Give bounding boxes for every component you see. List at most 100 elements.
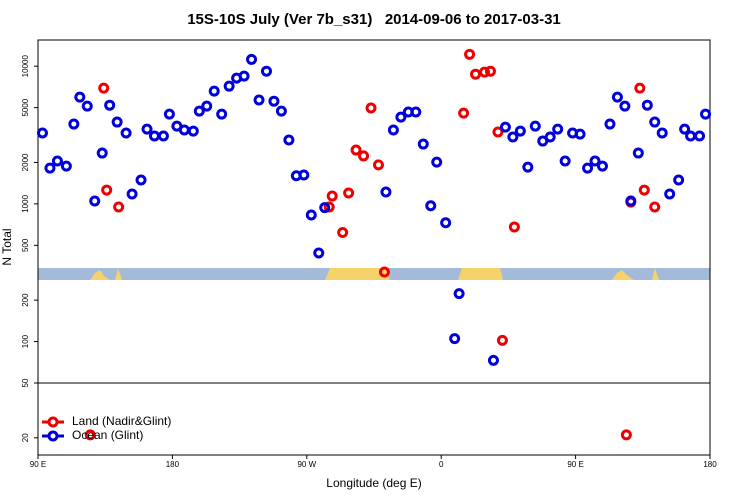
point xyxy=(323,201,335,213)
point xyxy=(193,105,205,117)
point xyxy=(410,106,422,118)
point xyxy=(141,123,153,135)
point xyxy=(84,429,96,441)
point xyxy=(104,99,116,111)
point xyxy=(479,66,491,78)
y-tick-label: 20 xyxy=(21,433,30,442)
point xyxy=(700,108,712,120)
point xyxy=(544,131,556,143)
point xyxy=(298,169,310,181)
point xyxy=(89,195,101,207)
point xyxy=(611,91,623,103)
x-tick-label: 90 E xyxy=(30,460,46,469)
point xyxy=(126,188,138,200)
point xyxy=(522,161,534,173)
point xyxy=(625,195,637,207)
legend-label: Ocean (Glint) xyxy=(72,428,143,442)
y-tick-label: 100 xyxy=(21,334,30,348)
point xyxy=(98,82,110,94)
point xyxy=(238,70,250,82)
point xyxy=(101,184,113,196)
point xyxy=(641,99,653,111)
point xyxy=(253,94,265,106)
point xyxy=(275,105,287,117)
x-tick-label: 90 E xyxy=(567,460,583,469)
point xyxy=(163,108,175,120)
y-tick-label: 5000 xyxy=(21,98,30,116)
point xyxy=(201,100,213,112)
point xyxy=(380,186,392,198)
land-strip xyxy=(90,268,659,280)
point xyxy=(337,226,349,238)
x-tick-label: 90 W xyxy=(297,460,316,469)
x-tick-label: 0 xyxy=(439,460,444,469)
point xyxy=(499,121,511,133)
point xyxy=(372,159,384,171)
point xyxy=(632,147,644,159)
y-tick-label: 500 xyxy=(21,238,30,252)
point xyxy=(74,91,86,103)
y-tick-label: 10000 xyxy=(21,55,30,78)
point xyxy=(246,53,258,65)
point xyxy=(417,138,429,150)
point xyxy=(326,190,338,202)
point xyxy=(529,120,541,132)
point xyxy=(157,130,169,142)
point xyxy=(582,162,594,174)
point xyxy=(673,174,685,186)
point xyxy=(96,147,108,159)
point xyxy=(135,174,147,186)
point xyxy=(358,150,370,162)
y-tick-label: 50 xyxy=(21,378,30,387)
x-tick-label: 180 xyxy=(703,460,717,469)
point xyxy=(187,125,199,137)
point xyxy=(492,126,504,138)
point xyxy=(559,155,571,167)
x-axis-label: Longitude (deg E) xyxy=(326,476,421,490)
point xyxy=(638,184,650,196)
point xyxy=(268,95,280,107)
y-axis-label: N Total xyxy=(0,228,14,265)
point xyxy=(68,118,80,130)
point xyxy=(487,354,499,366)
point xyxy=(574,128,586,140)
point xyxy=(649,116,661,128)
point xyxy=(440,217,452,229)
point xyxy=(604,118,616,130)
point xyxy=(656,127,668,139)
point xyxy=(313,247,325,259)
point xyxy=(216,108,228,120)
map-strip xyxy=(38,268,710,280)
point xyxy=(283,134,295,146)
point xyxy=(596,160,608,172)
point xyxy=(81,100,93,112)
point xyxy=(44,162,56,174)
point xyxy=(305,209,317,221)
point xyxy=(664,188,676,200)
plot-frame xyxy=(37,39,711,456)
point xyxy=(425,200,437,212)
point xyxy=(260,65,272,77)
point xyxy=(484,65,496,77)
point xyxy=(365,102,377,114)
point xyxy=(649,201,661,213)
legend-marker xyxy=(47,416,59,428)
point xyxy=(507,131,519,143)
point xyxy=(387,124,399,136)
point xyxy=(464,48,476,60)
point xyxy=(508,221,520,233)
point xyxy=(619,100,631,112)
legend-marker xyxy=(47,430,59,442)
point xyxy=(60,160,72,172)
y-tick-label: 2000 xyxy=(21,153,30,171)
legend-label: Land (Nadir&Glint) xyxy=(72,414,171,428)
point xyxy=(458,107,470,119)
point xyxy=(350,144,362,156)
point xyxy=(453,288,465,300)
point xyxy=(343,187,355,199)
point xyxy=(111,116,123,128)
y-tick-label: 1000 xyxy=(21,194,30,212)
point xyxy=(223,80,235,92)
